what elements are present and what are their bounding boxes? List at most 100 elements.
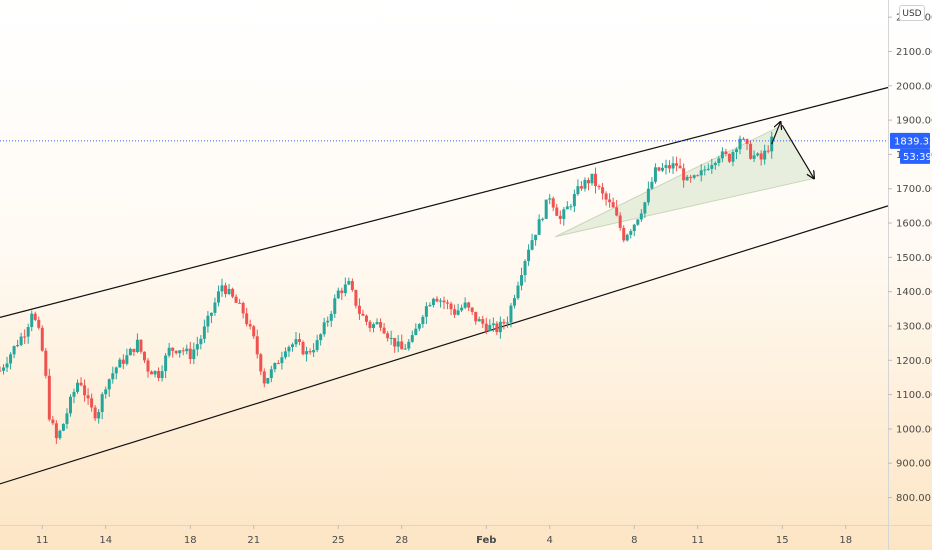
candle-body (40, 327, 44, 351)
candle-body (512, 298, 516, 306)
time-axis[interactable]: 11 14 18 21 25 28 Feb 4 8 11 15 18 (36, 525, 852, 546)
candle-body (350, 281, 354, 290)
candle-body (171, 347, 175, 351)
candle-body (33, 313, 37, 320)
price-axis-label: 1500.00 (896, 253, 932, 264)
candle-body (586, 179, 590, 184)
candle-body (643, 202, 647, 214)
candle-body (460, 307, 464, 311)
candle-body (555, 207, 559, 216)
upper-channel-line[interactable] (0, 86, 889, 318)
candle-body (16, 345, 20, 347)
candle-body (646, 188, 650, 203)
candle-body (594, 173, 598, 187)
candle-body (400, 341, 404, 350)
candle-body (625, 234, 629, 241)
candle-body (520, 275, 524, 286)
candle-body (615, 207, 619, 216)
price-axis-label: 1000.00 (896, 424, 932, 435)
candle-body (107, 379, 111, 390)
candle-body (435, 298, 439, 302)
candle-body (516, 285, 520, 299)
candle-body (558, 215, 562, 219)
candle-body (382, 327, 386, 334)
candle-body (523, 261, 527, 276)
candle-body (481, 319, 485, 324)
candle-body (248, 324, 252, 327)
candle-body (699, 170, 703, 176)
candle-body (174, 350, 178, 354)
projection-arrow[interactable] (771, 122, 781, 145)
candle-body (209, 312, 213, 316)
candle-body (727, 153, 731, 162)
candle-body (104, 389, 108, 395)
candle-body (685, 176, 689, 181)
candle-body (491, 323, 495, 326)
candle-body (114, 367, 118, 374)
candle-body (290, 344, 294, 348)
candle-body (37, 319, 41, 328)
candle-body (622, 227, 626, 241)
candle-body (421, 316, 425, 325)
candle-body (326, 320, 330, 323)
candle-body (142, 351, 146, 361)
candle-body (93, 407, 97, 419)
candle-body (308, 351, 312, 353)
candle-body (111, 373, 115, 380)
price-axis-label: 2100.00 (896, 47, 932, 58)
projection-arrow[interactable] (781, 124, 814, 178)
candle-body (717, 158, 721, 163)
candle-body (534, 234, 538, 241)
candle-body (678, 165, 682, 169)
candle-body (118, 359, 122, 368)
time-axis-label: 21 (247, 535, 260, 546)
candle-body (283, 351, 287, 358)
time-axis-label: Feb (476, 535, 496, 546)
candle-body (660, 167, 664, 171)
candle-body (671, 163, 675, 169)
currency-badge[interactable]: USD (899, 5, 925, 21)
candle-body (266, 378, 270, 384)
candle-body (456, 310, 460, 315)
candle-body (76, 382, 80, 392)
candle-body (502, 321, 506, 324)
candle-body (336, 290, 340, 299)
candle-body (97, 411, 101, 419)
candle-body (668, 165, 672, 169)
candle-body (470, 307, 474, 312)
candle-body (396, 341, 400, 347)
candle-body (185, 348, 189, 352)
candle-body (146, 360, 150, 372)
price-axis-label: 1400.00 (896, 287, 932, 298)
candle-body (23, 336, 27, 338)
candle-body (562, 209, 566, 219)
candle-body (742, 138, 746, 140)
candle-body (759, 153, 763, 160)
candle-body (442, 300, 446, 303)
candle-body (477, 319, 481, 322)
candle-body (629, 231, 633, 235)
candle-body (766, 150, 770, 152)
candle-body (664, 165, 668, 168)
candle-body (548, 198, 552, 200)
price-axis-label: 1700.00 (896, 184, 932, 195)
countdown-label: 53:39 (903, 152, 932, 163)
candle-body (139, 339, 143, 352)
candle-body (414, 328, 418, 336)
price-tags: 1839.32 53:39 (890, 132, 932, 164)
candle-body (153, 371, 157, 375)
candle-body (128, 348, 132, 356)
candle-body (484, 323, 488, 331)
plot-area[interactable] (0, 86, 889, 485)
candle-body (657, 167, 661, 171)
candle-body (44, 350, 48, 376)
candle-body (364, 315, 368, 322)
candle-body (372, 324, 376, 328)
price-axis-label: 1200.00 (896, 356, 932, 367)
lower-channel-line[interactable] (0, 205, 889, 485)
candle-body (357, 305, 361, 314)
candle-body (220, 285, 224, 292)
